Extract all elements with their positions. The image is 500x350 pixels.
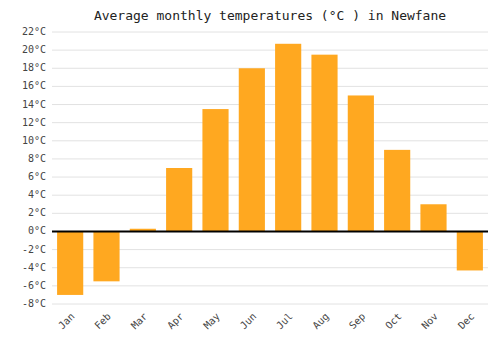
grid-line [52, 104, 488, 105]
x-tick-label: May [201, 311, 222, 332]
y-tick-label: -8°C [22, 298, 46, 309]
y-tick-label: 20°C [22, 44, 46, 55]
grid-line [52, 195, 488, 196]
y-tick-label: 4°C [28, 189, 46, 200]
grid-line [52, 140, 488, 141]
bar [311, 55, 337, 232]
y-tick-label: 2°C [28, 207, 46, 218]
grid-line [52, 32, 488, 33]
bar [239, 68, 265, 231]
bars [57, 44, 483, 295]
grid [52, 32, 488, 304]
grid-line [52, 177, 488, 178]
x-axis: Jan Feb Mar Apr May Jun Jul Aug Sep Oct Nov Dec [56, 311, 476, 332]
y-tick-label: 22°C [22, 26, 46, 37]
bar [93, 231, 119, 281]
grid-line [52, 231, 488, 232]
x-tick-label: Mar [129, 311, 150, 332]
x-tick-label: Dec [456, 311, 477, 332]
bar [457, 231, 483, 270]
grid-line [52, 68, 488, 69]
y-tick-label: 18°C [22, 62, 46, 73]
x-tick-label: Oct [383, 311, 404, 332]
x-tick-label: Aug [310, 311, 331, 332]
x-tick-label: Apr [165, 311, 186, 332]
grid-line [52, 122, 488, 123]
bar [202, 109, 228, 231]
chart-container: Average monthly temperatures (°C ) in Ne… [0, 0, 500, 350]
x-tick-label: Feb [92, 311, 113, 332]
y-tick-label: 16°C [22, 80, 46, 91]
y-tick-label: 0°C [28, 225, 46, 236]
x-tick-label: Nov [419, 311, 440, 332]
grid-line [52, 50, 488, 51]
y-tick-label: -4°C [22, 262, 46, 273]
y-tick-label: -6°C [22, 280, 46, 291]
grid-line [52, 86, 488, 87]
x-tick-label: Jul [274, 311, 295, 332]
bar [166, 168, 192, 231]
bar [348, 95, 374, 231]
y-tick-label: 14°C [22, 99, 46, 110]
x-tick-label: Sep [347, 311, 368, 332]
bar [275, 44, 301, 232]
bar [384, 150, 410, 232]
zero-line [52, 230, 488, 232]
chart-svg: Average monthly temperatures (°C ) in Ne… [0, 0, 500, 350]
grid-line [52, 158, 488, 159]
x-tick-label: Jan [56, 311, 77, 332]
bar [57, 231, 83, 294]
grid-line [52, 285, 488, 286]
grid-line [52, 304, 488, 305]
y-tick-label: 10°C [22, 135, 46, 146]
y-tick-label: 8°C [28, 153, 46, 164]
x-tick-label: Jun [238, 311, 259, 332]
bar [420, 204, 446, 231]
y-tick-label: -2°C [22, 244, 46, 255]
y-axis: -8°C -6°C -4°C -2°C 0°C 2°C 4°C 6°C 8°C 10°C 12°C 1… [22, 26, 46, 309]
y-tick-label: 12°C [22, 117, 46, 128]
chart-title: Average monthly temperatures (°C ) in Ne… [94, 8, 446, 23]
y-tick-label: 6°C [28, 171, 46, 182]
